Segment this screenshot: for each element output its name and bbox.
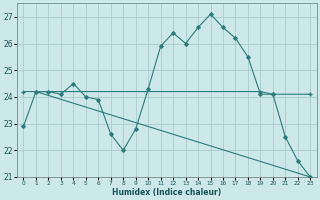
X-axis label: Humidex (Indice chaleur): Humidex (Indice chaleur): [112, 188, 221, 197]
